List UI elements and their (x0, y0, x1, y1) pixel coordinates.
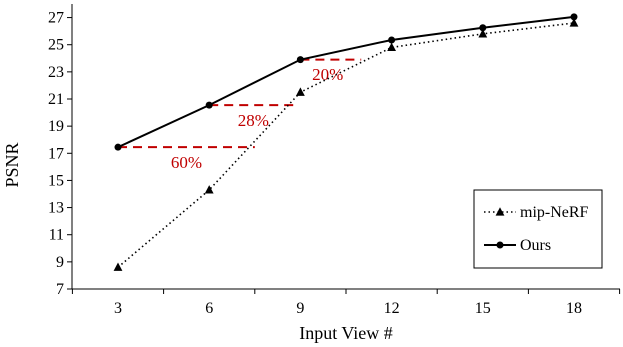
data-point-mip-nerf (478, 29, 488, 38)
legend: mip-NeRF Ours (473, 189, 603, 269)
series-group (113, 13, 579, 271)
y-tick-label: 27 (48, 10, 64, 27)
x-tick-label: 18 (566, 300, 582, 317)
x-ticks: 3 6 9 12 15 18 (71, 289, 621, 317)
data-point-mip-nerf (296, 87, 305, 96)
y-tick-label: 17 (48, 145, 64, 162)
data-point-mip-nerf (204, 185, 214, 194)
x-tick-label: 15 (475, 300, 491, 317)
x-tick-label: 12 (384, 300, 400, 317)
y-tick-label: 9 (56, 254, 64, 271)
series-line-ours (117, 15, 575, 149)
series-line-mip-nerf (117, 22, 575, 268)
data-point-ours (205, 101, 213, 109)
y-tick-label: 19 (48, 118, 64, 135)
annotation-label: 60% (171, 153, 202, 172)
series-ours (114, 13, 578, 151)
annotations: 60% 28% 20% (118, 58, 362, 172)
legend-label-mip-nerf: mip-NeRF (520, 204, 589, 221)
annotation-label: 28% (238, 111, 269, 130)
x-tick-label: 9 (296, 300, 304, 317)
x-tick-label: 6 (205, 300, 213, 317)
y-ticks: 7 9 11 13 15 17 19 21 23 25 27 (48, 10, 72, 298)
legend-marker-mip-nerf (495, 207, 505, 216)
data-point-ours (479, 24, 487, 32)
y-tick-label: 11 (49, 227, 64, 244)
data-point-ours (570, 13, 578, 21)
legend-marker-ours (496, 241, 504, 249)
annotation-label: 20% (312, 65, 343, 84)
y-tick-label: 15 (48, 172, 64, 189)
y-axis-label: PSNR (2, 142, 22, 187)
x-tick-label: 3 (114, 300, 122, 317)
legend-label-ours: Ours (520, 237, 551, 254)
series-mip-nerf (113, 18, 579, 271)
data-point-ours (296, 56, 304, 64)
y-tick-label: 23 (48, 64, 64, 81)
x-axis-label: Input View # (299, 323, 393, 343)
y-tick-label: 7 (56, 281, 64, 298)
data-point-ours (114, 143, 122, 151)
data-point-mip-nerf (569, 18, 579, 27)
y-tick-label: 25 (48, 37, 64, 54)
data-point-mip-nerf (387, 42, 396, 52)
y-tick-label: 13 (48, 200, 64, 217)
data-point-ours (388, 36, 396, 44)
y-tick-label: 21 (48, 91, 64, 108)
legend-box (473, 189, 603, 269)
data-point-mip-nerf (113, 262, 123, 271)
